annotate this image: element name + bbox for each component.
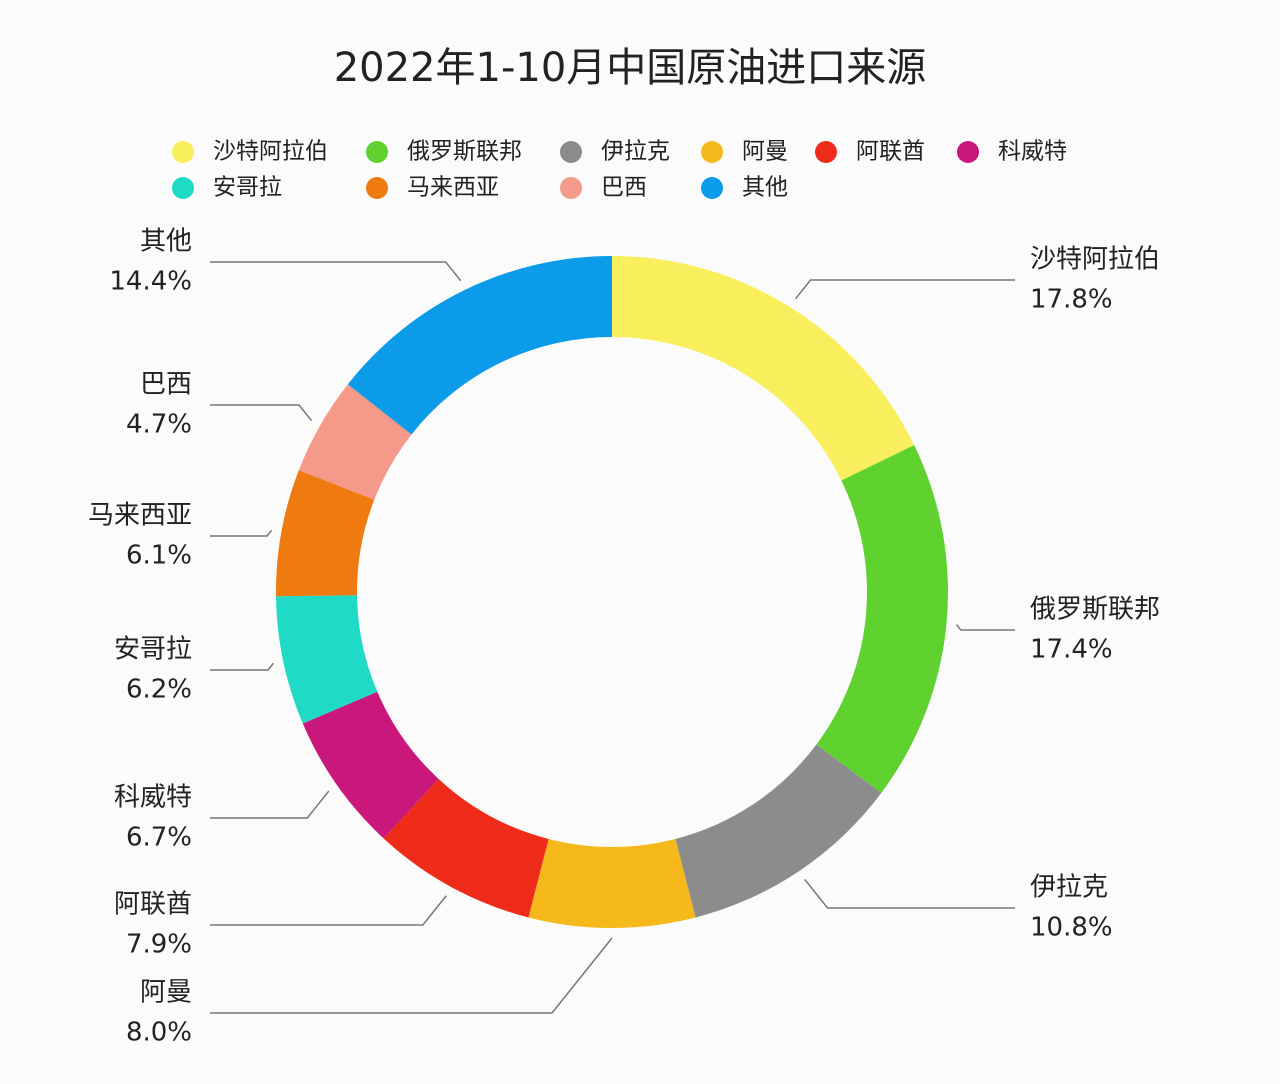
value-label: 10.8% [1030, 913, 1113, 943]
donut-slice [612, 256, 915, 481]
slice-label: 伊拉克 [1030, 873, 1108, 903]
legend-label: 安哥拉 [213, 175, 282, 201]
slice-label: 阿曼 [140, 978, 192, 1008]
leader-line [210, 261, 462, 282]
value-label: 4.7% [126, 410, 192, 440]
legend-label: 俄罗斯联邦 [407, 139, 522, 165]
legend-marker [560, 177, 582, 199]
donut-slice [276, 595, 378, 724]
legend-marker [172, 177, 194, 199]
legend-marker [815, 141, 837, 163]
donut-slice [816, 445, 948, 793]
leader-line [804, 878, 1015, 909]
donut-slice [528, 838, 696, 929]
value-label: 8.0% [126, 1018, 192, 1048]
slice-label: 沙特阿拉伯 [1030, 245, 1160, 275]
legend-marker [172, 141, 194, 163]
chart-title: 2022年1-10月中国原油进口来源 [334, 45, 927, 91]
leader-line [210, 895, 447, 926]
leader-line [794, 279, 1015, 300]
value-label: 14.4% [109, 267, 192, 297]
legend-label: 沙特阿拉伯 [213, 139, 328, 165]
legend-marker [366, 177, 388, 199]
value-label: 6.1% [126, 541, 192, 571]
legend-label: 阿联酋 [856, 139, 925, 165]
slice-label: 科威特 [114, 783, 192, 813]
legend-marker [701, 177, 723, 199]
slice-label: 巴西 [140, 370, 192, 400]
leader-line [955, 624, 1015, 631]
slice-label: 阿联酋 [114, 890, 192, 920]
donut-slice [383, 778, 549, 918]
slice-label: 安哥拉 [114, 635, 192, 665]
legend-label: 伊拉克 [601, 139, 670, 165]
slice-label: 俄罗斯联邦 [1030, 595, 1160, 625]
legend-label: 科威特 [998, 139, 1067, 165]
value-label: 17.8% [1030, 285, 1113, 315]
legend-marker [560, 141, 582, 163]
leader-line [210, 790, 330, 819]
donut-slice [302, 691, 439, 839]
slice-label: 其他 [140, 227, 192, 257]
leader-line [210, 404, 313, 422]
legend-label: 阿曼 [742, 139, 788, 165]
leader-line [210, 662, 274, 671]
leader-line [210, 937, 613, 1014]
legend-label: 其他 [742, 175, 788, 201]
slice-label: 马来西亚 [88, 501, 192, 531]
legend-label: 马来西亚 [407, 175, 499, 201]
donut-slice [675, 744, 882, 918]
value-label: 17.4% [1030, 635, 1113, 665]
legend-label: 巴西 [601, 175, 647, 201]
value-label: 7.9% [126, 930, 192, 960]
value-label: 6.7% [126, 823, 192, 853]
donut-slice [275, 470, 375, 597]
donut-slice [298, 384, 412, 500]
legend-marker [701, 141, 723, 163]
legend-marker [957, 141, 979, 163]
donut-slice [347, 256, 612, 435]
legend-marker [366, 141, 388, 163]
value-label: 6.2% [126, 675, 192, 705]
leader-line [210, 529, 273, 537]
